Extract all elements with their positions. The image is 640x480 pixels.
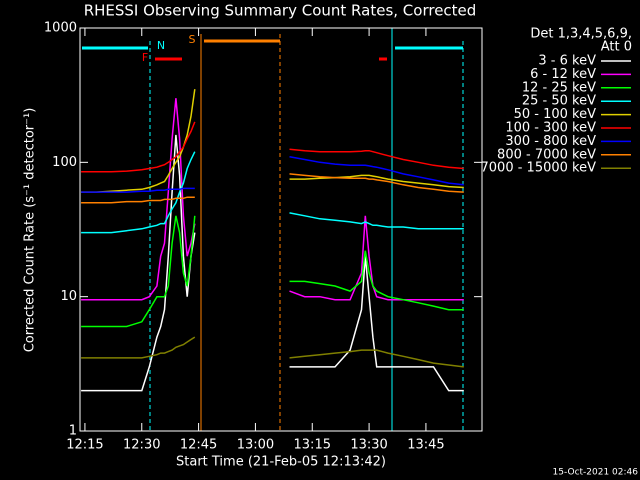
chart-title: RHESSI Observing Summary Count Rates, Co…	[84, 2, 477, 20]
state-bars	[82, 39, 463, 61]
series-line	[81, 173, 464, 204]
footer: 15-Oct-2021 02:46	[553, 468, 639, 478]
plot-frame	[79, 27, 483, 432]
x-tick-label: 12:45	[180, 438, 217, 453]
x-tick-label: 12:30	[123, 438, 160, 453]
legend-label: 3 - 6 keV	[538, 54, 596, 69]
legend-label: 7000 - 15000 keV	[481, 161, 597, 176]
y-tick-label: 100	[52, 155, 77, 170]
x-tick-label: 13:15	[294, 438, 331, 453]
y-tick-label: 1	[69, 424, 77, 439]
legend-label: 100 - 300 keV	[505, 121, 596, 136]
legend-label: 6 - 12 keV	[530, 67, 596, 82]
x-axis-label: Start Time (21-Feb-05 12:13:42)	[176, 455, 386, 470]
y-axis-label: Corrected Count Rate (s⁻¹ detector⁻¹)	[23, 108, 38, 353]
legend-label: 25 - 50 keV	[522, 94, 596, 109]
annotation: S	[189, 33, 196, 46]
series-line	[81, 98, 464, 301]
legend-label: 12 - 25 keV	[522, 80, 596, 95]
x-tick-label: 13:00	[237, 438, 274, 453]
series-line	[81, 336, 464, 368]
series-line	[81, 156, 464, 193]
annotation: F	[142, 51, 148, 64]
y-tick-label: 1000	[44, 21, 77, 36]
x-tick-label: 13:30	[350, 438, 387, 453]
x-tick-label: 13:45	[407, 438, 444, 453]
annotation: N	[157, 39, 165, 52]
legend-title: Det 1,3,4,5,6,9,	[530, 27, 632, 42]
legend-title: Att 0	[601, 40, 632, 55]
series-line	[81, 89, 464, 193]
legend-label: 50 - 100 keV	[514, 107, 597, 122]
state-lines	[149, 28, 464, 431]
series-line	[81, 151, 464, 234]
series-line	[81, 215, 464, 328]
legend-label: 300 - 800 keV	[505, 134, 596, 149]
series-line	[81, 121, 464, 173]
series-line	[81, 134, 464, 392]
legend-label: 800 - 7000 keV	[497, 147, 596, 162]
x-tick-label: 12:15	[66, 438, 103, 453]
y-tick-label: 10	[60, 289, 77, 304]
